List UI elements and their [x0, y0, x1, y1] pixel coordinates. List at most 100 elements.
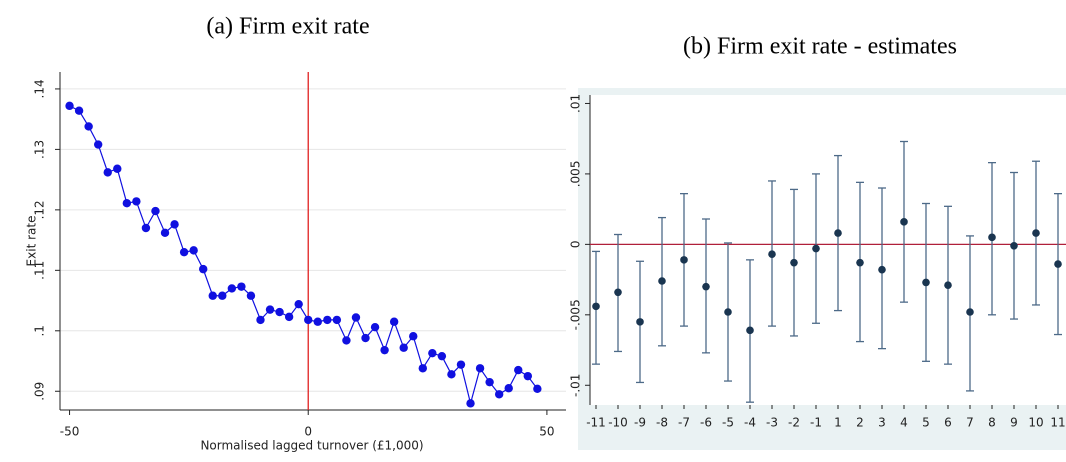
estimate-point: [1054, 260, 1062, 268]
data-point: [514, 365, 523, 375]
x-tick-label: 5: [922, 416, 930, 430]
series-line: [69, 105, 538, 406]
estimate-point: [790, 258, 798, 267]
data-point: [351, 313, 361, 322]
data-point: [84, 122, 93, 131]
x-tick-label: 9: [1010, 416, 1018, 430]
data-point: [361, 333, 370, 343]
estimate-point: [746, 326, 754, 335]
x-tick-label: -1: [810, 416, 822, 430]
x-tick-label: -3: [766, 416, 778, 430]
data-point: [151, 206, 160, 216]
data-point: [256, 315, 265, 325]
estimate-point: [1010, 241, 1018, 250]
y-tick-label: .01: [569, 94, 583, 113]
data-point: [418, 364, 427, 373]
x-tick-label: -9: [634, 416, 646, 430]
estimate-point: [900, 218, 908, 226]
data-point: [113, 164, 122, 173]
data-point: [466, 399, 475, 408]
data-point: [179, 247, 189, 257]
y-tick-label: .14: [33, 79, 47, 98]
estimate-point: [922, 278, 930, 287]
data-point: [523, 371, 533, 381]
data-point: [284, 312, 294, 322]
x-tick-label: 6: [944, 416, 952, 430]
data-point: [246, 291, 256, 300]
estimate-point: [658, 277, 666, 285]
x-tick-label: 10: [1028, 416, 1043, 430]
chart-title: (a) Firm exit rate: [206, 14, 369, 40]
data-point: [409, 332, 418, 341]
y-tick-label: -.01: [569, 374, 583, 397]
plot-background: [590, 95, 1066, 405]
data-point: [533, 384, 542, 394]
x-tick-label: -7: [678, 416, 690, 430]
data-point: [93, 140, 103, 149]
data-point: [227, 284, 237, 293]
x-tick-label: -5: [722, 416, 734, 430]
x-tick-label: 7: [966, 416, 974, 430]
estimate-point: [636, 318, 644, 326]
x-tick-label: 8: [988, 416, 996, 430]
y-tick-label: .13: [33, 140, 47, 159]
data-point: [65, 101, 74, 111]
x-tick-label: -10: [608, 416, 628, 430]
data-point: [103, 168, 112, 177]
chart-title: (b) Firm exit rate - estimates: [683, 34, 957, 60]
estimate-point: [856, 258, 864, 267]
data-point: [370, 322, 380, 332]
x-tick-label: 1: [834, 416, 842, 430]
data-point: [294, 299, 303, 309]
x-tick-label: -2: [788, 416, 800, 430]
estimate-point: [834, 229, 842, 237]
data-point: [313, 317, 322, 326]
y-tick-label: .1: [33, 325, 47, 336]
data-point: [456, 360, 466, 369]
estimate-point: [812, 244, 820, 253]
estimate-point: [680, 256, 688, 264]
data-point: [389, 317, 399, 326]
data-point: [475, 364, 485, 373]
estimate-point: [966, 308, 974, 316]
x-axis-title: Normalised lagged turnover (£1,000): [200, 439, 423, 453]
data-point: [189, 246, 198, 255]
x-tick-label: 2: [856, 416, 864, 430]
data-point: [332, 315, 342, 325]
data-point: [428, 348, 437, 358]
data-point: [447, 370, 456, 379]
y-axis-title: Exit rate: [25, 216, 39, 267]
data-point: [160, 228, 170, 238]
estimate-point: [592, 302, 600, 311]
data-point: [485, 377, 494, 387]
x-tick-label: -4: [744, 416, 756, 430]
data-point: [342, 336, 351, 345]
data-point: [304, 315, 313, 325]
y-tick-label: .11: [33, 261, 47, 280]
data-point: [141, 223, 151, 233]
x-tick-label: 4: [900, 416, 908, 430]
estimate-point: [1032, 229, 1040, 237]
x-tick-label: -11: [586, 416, 606, 430]
estimate-point: [702, 282, 710, 291]
data-point: [504, 384, 513, 393]
data-point: [265, 305, 275, 314]
x-tick-label: 50: [539, 425, 554, 439]
y-tick-label: .12: [33, 200, 47, 219]
data-point: [132, 197, 141, 206]
estimate-point: [614, 288, 622, 297]
data-point: [170, 220, 179, 229]
x-tick-label: 3: [878, 416, 886, 430]
x-tick-label: 0: [304, 425, 312, 439]
data-point: [323, 315, 332, 325]
estimate-point: [768, 250, 776, 259]
data-point: [237, 282, 246, 291]
y-tick-label: .09: [33, 382, 47, 401]
estimate-point: [724, 308, 732, 316]
y-tick-label: .005: [569, 161, 583, 188]
estimate-point: [878, 265, 886, 274]
data-point: [494, 390, 504, 399]
y-tick-label: -.005: [569, 299, 583, 330]
data-point: [199, 264, 208, 274]
